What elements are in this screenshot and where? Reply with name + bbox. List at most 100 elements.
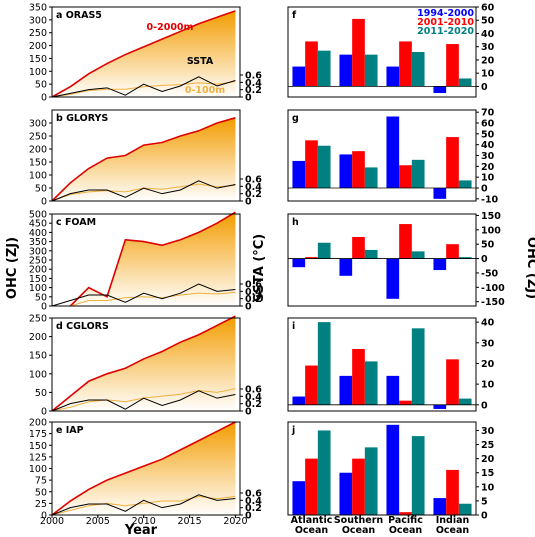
frame-b bbox=[51, 109, 241, 202]
ytick-label-c: 350 bbox=[29, 237, 47, 248]
xtick-label: 2020 bbox=[223, 516, 247, 527]
ssta-tick-label-c: 0.2 bbox=[245, 294, 262, 305]
ytick-label-c: 150 bbox=[29, 274, 47, 285]
ytick-label-f: 40 bbox=[481, 29, 495, 40]
frame-f bbox=[287, 6, 477, 98]
ytick-label-h: 100 bbox=[481, 225, 501, 236]
category-label: Atlantic bbox=[291, 515, 333, 526]
bar-g-1994-2000 bbox=[292, 160, 306, 188]
ssta-tick-label-e: 0.2 bbox=[245, 503, 262, 514]
right-ylabel: OHC (ZJ) bbox=[524, 237, 535, 299]
bar-f-2001-2010 bbox=[352, 18, 365, 87]
ytick-label-g: 50 bbox=[481, 129, 495, 140]
ssta-tick-label-e: 0.6 bbox=[245, 489, 262, 500]
panel-label-h: h bbox=[292, 217, 299, 228]
panel-f: 0 10 20 30 40 50 60 f 1994-20002001-20102011-202… bbox=[287, 3, 495, 98]
bar-i-1994-2000 bbox=[386, 375, 400, 405]
label-0-2000m: 0-2000m bbox=[147, 22, 194, 33]
ytick-label-e: 200 bbox=[29, 418, 47, 429]
panel-label-e: e IAP bbox=[56, 425, 84, 436]
ssta-tick-label-b: 0.4 bbox=[245, 182, 262, 193]
ytick-label-i: 0 bbox=[481, 400, 488, 411]
ytick-label-f: 30 bbox=[481, 42, 495, 53]
ytick-label-h: 150 bbox=[481, 211, 501, 222]
panel-label-b: b GLORYS bbox=[56, 113, 108, 124]
bar-j-2001-2010 bbox=[399, 512, 412, 515]
ytick-label-a: 250 bbox=[29, 28, 47, 39]
ssta-tick-label-b: 0.6 bbox=[245, 175, 262, 186]
area-fill-b bbox=[52, 117, 236, 201]
label-ssta: SSTA bbox=[187, 56, 214, 67]
ytick-label-h: -50 bbox=[481, 268, 499, 279]
bar-g-1994-2000 bbox=[386, 116, 400, 188]
category-label: Pacific bbox=[388, 515, 423, 526]
category-label: Indian bbox=[436, 515, 470, 526]
frame-i bbox=[287, 317, 477, 412]
ssta-tick-label-e: 0 bbox=[245, 511, 252, 522]
ytick-label-i: 20 bbox=[481, 359, 495, 370]
ytick-label-b: 50 bbox=[35, 184, 47, 195]
line-0-100m-c bbox=[70, 291, 236, 307]
bar-j-2011-2020 bbox=[458, 503, 472, 515]
ytick-label-f: 50 bbox=[481, 16, 495, 27]
bar-h-2001-2010 bbox=[352, 237, 365, 259]
ytick-label-h: -150 bbox=[481, 297, 505, 308]
bar-g-2001-2010 bbox=[446, 137, 459, 188]
ytick-label-f: 20 bbox=[481, 55, 495, 66]
bar-j-1994-2000 bbox=[433, 498, 447, 515]
ytick-label-i: 30 bbox=[481, 338, 495, 349]
panel-i: 0 10 20 30 40 i bbox=[287, 317, 495, 412]
frame-a bbox=[51, 6, 241, 98]
ytick-label-g: -10 bbox=[481, 194, 499, 205]
bar-j-1994-2000 bbox=[386, 424, 400, 515]
line-0-100m-a bbox=[51, 81, 236, 98]
ssta-tick-label-e: 0.4 bbox=[245, 496, 262, 507]
ytick-label-f: 10 bbox=[481, 69, 495, 80]
ssta-tick-label-c: 0.6 bbox=[245, 280, 262, 291]
panel-h: -150 -100 -50 0 50 100 150 h bbox=[287, 211, 505, 308]
line-ssta-e bbox=[51, 494, 236, 516]
line-ssta-d bbox=[51, 390, 236, 412]
panel-label-a: a ORAS5 bbox=[56, 10, 102, 21]
category-label: Ocean bbox=[342, 525, 376, 536]
xlabel: Year bbox=[124, 523, 158, 537]
ytick-label-a: 50 bbox=[35, 80, 47, 91]
ytick-label-g: 30 bbox=[481, 151, 495, 162]
middle-ylabel: SSTA (°C) bbox=[252, 234, 267, 303]
line-0-2000m-b bbox=[51, 117, 236, 202]
bar-f-1994-2000 bbox=[386, 66, 400, 87]
ssta-tick-label-a: 0 bbox=[245, 93, 252, 104]
bar-j-2011-2020 bbox=[411, 436, 425, 515]
bar-j-1994-2000 bbox=[292, 481, 306, 515]
panel-label-g: g bbox=[292, 113, 299, 124]
bar-g-1994-2000 bbox=[433, 188, 447, 199]
bar-f-1994-2000 bbox=[339, 54, 353, 87]
bar-i-1994-2000 bbox=[292, 396, 306, 405]
ytick-label-j: 10 bbox=[481, 482, 495, 493]
legend-2001-2010: 2001-2010 bbox=[417, 17, 474, 28]
line-0-2000m-c bbox=[69, 211, 236, 307]
bar-h-2001-2010 bbox=[305, 257, 318, 259]
bar-f-2001-2010 bbox=[446, 44, 459, 87]
bar-g-2001-2010 bbox=[352, 151, 365, 188]
line-0-2000m-a bbox=[51, 10, 236, 98]
ytick-label-c: 0 bbox=[41, 302, 47, 313]
bar-h-2011-2020 bbox=[317, 242, 331, 259]
frame-j bbox=[287, 421, 477, 516]
line-ssta-c bbox=[51, 283, 236, 307]
bar-h-2011-2020 bbox=[458, 257, 472, 259]
panel-label-d: d CGLORS bbox=[56, 321, 109, 332]
area-fill-d bbox=[52, 316, 236, 411]
ssta-tick-label-a: 0.4 bbox=[245, 78, 262, 89]
ytick-label-h: 0 bbox=[481, 254, 488, 265]
ytick-label-i: 40 bbox=[481, 318, 495, 329]
ytick-label-j: 15 bbox=[481, 468, 494, 479]
bar-j-2001-2010 bbox=[352, 458, 365, 515]
bar-i-2001-2010 bbox=[352, 349, 365, 405]
category-label: Ocean bbox=[436, 525, 470, 536]
